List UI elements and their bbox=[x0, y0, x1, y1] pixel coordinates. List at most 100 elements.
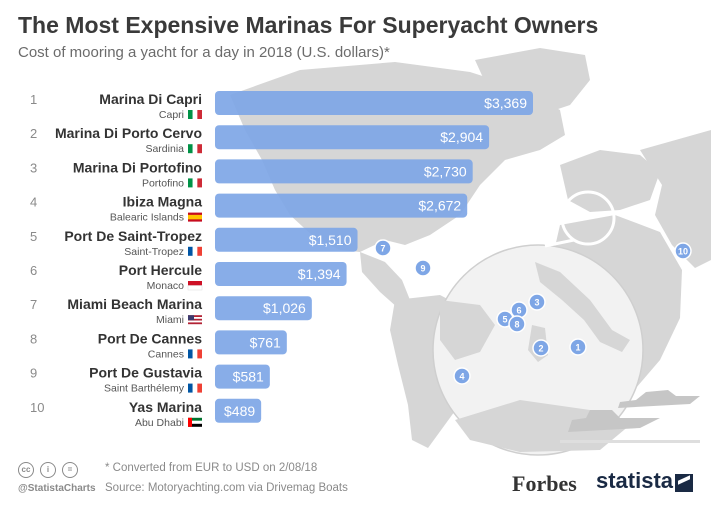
rank-label: 3 bbox=[30, 160, 37, 175]
bar bbox=[215, 125, 490, 150]
map-marker-8 bbox=[508, 315, 526, 333]
map-marker-label: 4 bbox=[459, 372, 464, 382]
value-label: $2,672 bbox=[418, 198, 461, 214]
rank-label: 9 bbox=[30, 366, 37, 381]
map-marker-2 bbox=[532, 339, 550, 357]
location-label: Portofino bbox=[142, 177, 184, 189]
iberia-shape bbox=[440, 300, 495, 360]
no-derivatives-icon: = bbox=[62, 462, 78, 478]
map-marker-9 bbox=[414, 259, 432, 277]
location-label: Abu Dhabi bbox=[135, 417, 184, 429]
water-line bbox=[560, 440, 700, 443]
rank-label: 1 bbox=[30, 92, 37, 107]
rank-label: 5 bbox=[30, 229, 37, 244]
map-marker-4 bbox=[453, 367, 471, 385]
flag-italy-icon bbox=[188, 178, 202, 188]
value-label: $489 bbox=[224, 403, 255, 419]
flag-monaco-icon bbox=[187, 281, 203, 291]
inset-source-circle bbox=[560, 190, 616, 246]
marina-name-label: Yas Marina bbox=[129, 399, 202, 415]
marina-name-label: Marina Di Capri bbox=[99, 91, 202, 107]
source-note: Source: Motoryachting.com via Drivemag B… bbox=[105, 482, 348, 494]
location-label: Sardinia bbox=[145, 143, 184, 155]
statista-logo: statista bbox=[596, 468, 674, 493]
attribution-icon: i bbox=[40, 462, 56, 478]
central-america-shape bbox=[360, 252, 410, 308]
value-label: $1,394 bbox=[298, 266, 341, 282]
flag-france-icon bbox=[188, 246, 202, 256]
value-label: $1,026 bbox=[263, 300, 306, 316]
location-label: Balearic Islands bbox=[110, 212, 184, 224]
forbes-logo: Forbes bbox=[512, 471, 577, 496]
rank-label: 7 bbox=[30, 297, 37, 312]
statista-handle: @StatistaCharts bbox=[18, 483, 96, 494]
map-marker-label: 1 bbox=[575, 343, 580, 353]
marina-name-label: Ibiza Magna bbox=[123, 194, 203, 210]
marina-name-label: Miami Beach Marina bbox=[67, 296, 202, 312]
map-marker-label: 5 bbox=[502, 315, 507, 325]
bar bbox=[215, 227, 358, 252]
map-marker-label: 10 bbox=[678, 247, 688, 257]
value-label: $581 bbox=[233, 369, 264, 385]
inset-connector-line bbox=[544, 238, 575, 248]
bar bbox=[215, 159, 473, 184]
europe-shape bbox=[560, 150, 660, 212]
map-marker-10 bbox=[674, 242, 692, 260]
flag-italy-icon bbox=[188, 144, 202, 154]
flag-france-icon bbox=[188, 349, 202, 359]
value-label: $2,904 bbox=[440, 129, 483, 145]
rank-label: 6 bbox=[30, 263, 37, 278]
value-label: $3,369 bbox=[484, 95, 527, 111]
bar bbox=[215, 398, 262, 423]
italy-shape bbox=[535, 262, 630, 352]
flag-uae-icon bbox=[188, 417, 202, 427]
map-marker-label: 2 bbox=[538, 344, 543, 354]
map-marker-label: 8 bbox=[514, 320, 519, 330]
location-label: Saint Barthélemy bbox=[104, 383, 185, 395]
map-markers: 1 2 3 4 56 7 8 9 10 bbox=[374, 239, 692, 385]
bar bbox=[215, 330, 287, 355]
map-marker-7 bbox=[374, 239, 392, 257]
north-africa-inset-shape bbox=[455, 400, 630, 452]
location-label: Monaco bbox=[147, 280, 185, 292]
location-label: Capri bbox=[159, 109, 184, 121]
marina-name-label: Port De Saint-Tropez bbox=[64, 228, 202, 244]
map-marker-3 bbox=[528, 293, 546, 311]
location-label: Miami bbox=[156, 314, 184, 326]
bar bbox=[215, 193, 468, 218]
cc-license-icon: cc bbox=[18, 462, 34, 478]
marina-name-label: Port Hercule bbox=[119, 262, 202, 278]
asia-shape bbox=[640, 130, 711, 268]
bar bbox=[215, 262, 347, 286]
bar bbox=[215, 296, 312, 321]
rank-label: 10 bbox=[30, 400, 44, 415]
superyacht-small bbox=[618, 390, 700, 408]
chart-subtitle: Cost of mooring a yacht for a day in 201… bbox=[18, 44, 390, 61]
marina-name-label: Port De Cannes bbox=[98, 330, 202, 346]
yachts-illustration bbox=[560, 390, 700, 443]
marina-name-label: Port De Gustavia bbox=[89, 365, 202, 381]
map-marker-label: 6 bbox=[516, 306, 521, 316]
footnote: * Converted from EUR to USD on 2/08/18 bbox=[105, 462, 318, 474]
superyacht-large bbox=[568, 410, 660, 432]
location-label: Saint-Tropez bbox=[124, 246, 184, 258]
location-label: Cannes bbox=[148, 348, 184, 360]
bar-series: 1 Marina Di Capri Capri $3,369 2 Marina Di Po… bbox=[30, 91, 533, 429]
statista-logo-icon bbox=[675, 474, 693, 492]
map-marker-1 bbox=[569, 338, 587, 356]
bar bbox=[215, 364, 270, 389]
value-label: $761 bbox=[250, 334, 281, 350]
flag-usa-icon bbox=[188, 315, 202, 325]
map-marker-label: 7 bbox=[380, 244, 385, 254]
flag-italy-icon bbox=[188, 110, 202, 119]
rank-label: 2 bbox=[30, 126, 37, 141]
bar bbox=[215, 91, 533, 115]
chart-title: The Most Expensive Marinas For Superyach… bbox=[18, 12, 599, 38]
value-label: $1,510 bbox=[309, 232, 352, 248]
value-label: $2,730 bbox=[424, 163, 467, 179]
flag-france-icon bbox=[188, 383, 202, 393]
rank-label: 8 bbox=[30, 331, 37, 346]
marina-name-label: Marina Di Porto Cervo bbox=[55, 125, 202, 141]
marina-name-label: Marina Di Portofino bbox=[73, 159, 202, 175]
